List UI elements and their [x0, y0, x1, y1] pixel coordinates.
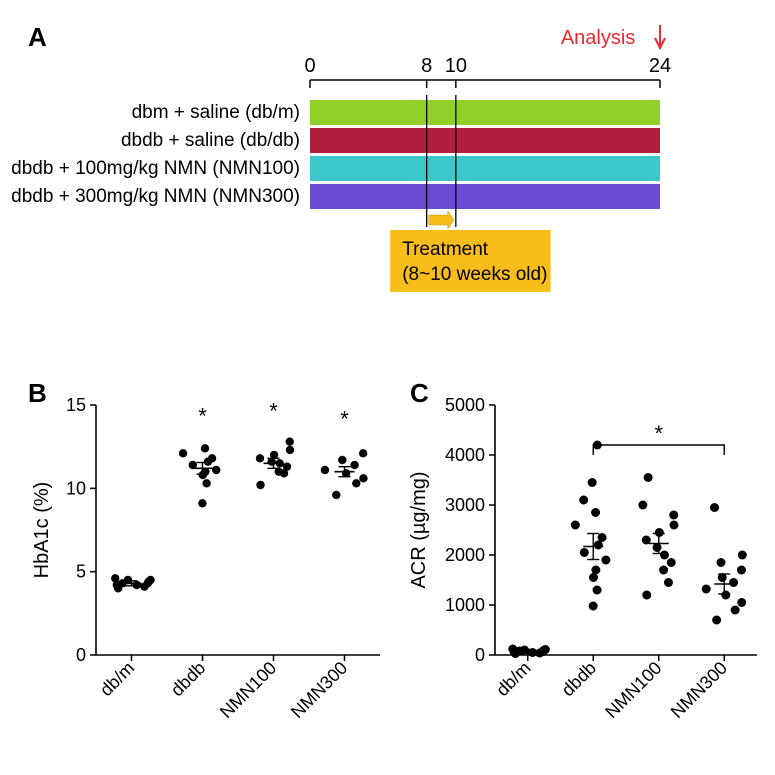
svg-text:15: 15: [66, 395, 86, 415]
svg-text:NMN300: NMN300: [287, 658, 351, 722]
svg-text:Treatment: Treatment: [402, 239, 489, 260]
svg-text:dbdb + 100mg/kg NMN (NMN100): dbdb + 100mg/kg NMN (NMN100): [11, 158, 300, 179]
svg-text:NMN300: NMN300: [667, 658, 731, 722]
svg-text:(8~10 weeks old): (8~10 weeks old): [402, 264, 547, 285]
panel-C: 0 1000 2000 3000 4000 5000 ACR (µg/mg) db/m dbdb…: [395, 375, 775, 775]
svg-text:0: 0: [475, 645, 485, 665]
svg-text:10: 10: [445, 55, 467, 77]
svg-text:5: 5: [76, 562, 86, 582]
svg-text:1000: 1000: [445, 595, 485, 615]
svg-text:10: 10: [66, 478, 86, 498]
panel-A: Analysis 0 8 10 24 dbm + saline (db/m) dbdb + …: [0, 0, 775, 360]
svg-text:*: *: [269, 398, 278, 423]
svg-text:0: 0: [304, 55, 315, 77]
svg-text:NMN100: NMN100: [216, 658, 280, 722]
svg-text:8: 8: [421, 55, 432, 77]
svg-text:ACR (µg/mg): ACR (µg/mg): [408, 471, 430, 588]
panel-B: 0 5 10 15 HbA1c (%) db/m dbdbNMN100NMN300 * * *: [18, 375, 398, 775]
svg-text:dbdb + 300mg/kg NMN (NMN300): dbdb + 300mg/kg NMN (NMN300): [11, 186, 300, 207]
svg-text:db/m: db/m: [492, 658, 534, 700]
figure: A B C Analysis081024dbm + saline (db/m)d…: [0, 0, 775, 775]
svg-text:HbA1c (%): HbA1c (%): [31, 482, 53, 579]
svg-text:dbm + saline (db/m): dbm + saline (db/m): [132, 102, 300, 123]
svg-text:*: *: [198, 403, 207, 428]
svg-text:dbdb + saline (db/db): dbdb + saline (db/db): [121, 130, 300, 151]
svg-text:5000: 5000: [445, 395, 485, 415]
svg-text:*: *: [340, 407, 349, 432]
svg-text:4000: 4000: [445, 445, 485, 465]
svg-text:dbdb: dbdb: [167, 658, 209, 700]
svg-text:Analysis: Analysis: [561, 27, 635, 49]
svg-text:0: 0: [76, 645, 86, 665]
svg-text:dbdb: dbdb: [558, 658, 600, 700]
svg-text:*: *: [654, 421, 663, 446]
svg-text:db/m: db/m: [96, 658, 138, 700]
svg-text:3000: 3000: [445, 495, 485, 515]
svg-text:NMN100: NMN100: [601, 658, 665, 722]
svg-text:2000: 2000: [445, 545, 485, 565]
svg-text:24: 24: [649, 55, 671, 77]
